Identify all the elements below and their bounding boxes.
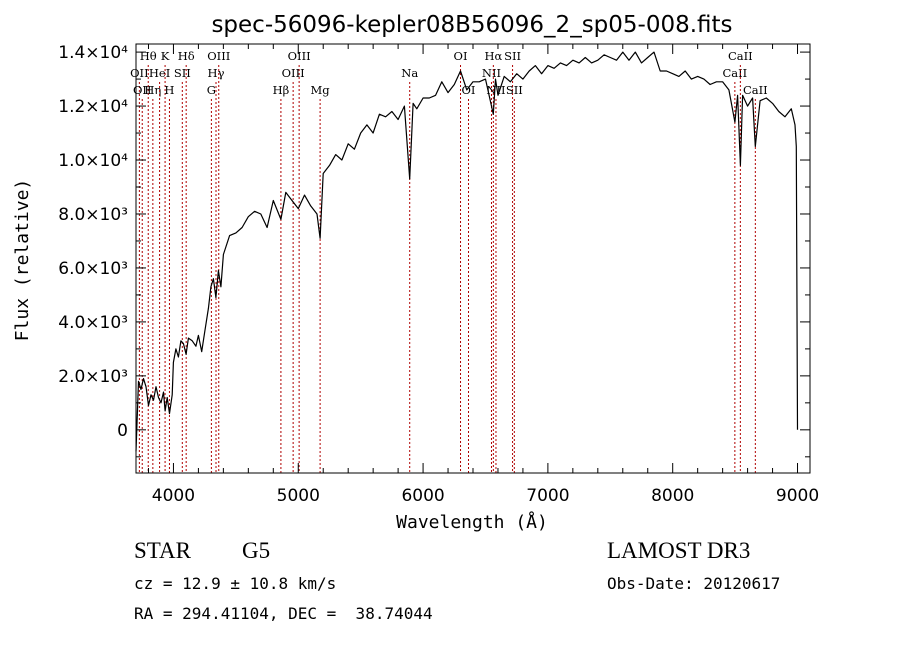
line-marker-label: Hθ — [140, 49, 157, 63]
y-axis-label: Flux (relative) — [12, 179, 33, 342]
object-subclass: G5 — [242, 538, 271, 563]
line-marker-label: Hα — [484, 49, 502, 63]
y-tick-label: 2.0×10³ — [58, 367, 128, 387]
y-tick-label: 1.4×10⁴ — [58, 43, 128, 63]
line-marker-label: H — [164, 83, 174, 97]
x-tick-label: 4000 — [152, 486, 195, 506]
line-marker-label: OIII — [288, 49, 311, 63]
coordinates: RA = 294.41104, DEC = 38.74044 — [134, 604, 433, 623]
object-class: STAR — [134, 538, 191, 563]
line-marker-label: OII — [133, 83, 152, 97]
x-tick-label: 7000 — [526, 486, 569, 506]
line-marker-label: K — [161, 49, 170, 63]
line-marker-label: SII — [504, 49, 521, 63]
x-tick-label: 8000 — [651, 486, 694, 506]
line-marker-label: SII — [506, 83, 523, 97]
line-marker-label: Hδ — [178, 49, 195, 63]
obs-date: Obs-Date: 20120617 — [607, 574, 781, 593]
line-marker-label: Hβ — [273, 83, 290, 97]
line-marker-label: Hγ — [208, 66, 225, 80]
y-tick-label: 1.2×10⁴ — [58, 97, 128, 117]
x-tick-label: 6000 — [401, 486, 444, 506]
line-marker-label: CaII — [728, 49, 753, 63]
line-marker-label: NII — [482, 66, 501, 80]
x-axis-label: Wavelength (Å) — [396, 511, 548, 533]
redshift-text: cz = 12.9 ± 10.8 km/s — [134, 574, 337, 593]
line-marker-label: SII — [174, 66, 191, 80]
x-tick-label: 9000 — [776, 486, 819, 506]
y-tick-label: 4.0×10³ — [58, 313, 128, 333]
y-tick-label: 1.0×10⁴ — [58, 151, 128, 171]
line-marker-label: OI — [454, 49, 468, 63]
survey-name: LAMOST DR3 — [607, 538, 751, 563]
line-marker-label: G — [207, 83, 216, 97]
line-marker-label: OII — [130, 66, 149, 80]
y-tick-label: 6.0×10³ — [58, 259, 128, 279]
line-marker-label: Mg — [311, 83, 331, 97]
line-markers: OIIOIIHθHηHeIKHSIIHδGHγOIIIHβOIIIOIIIMgN… — [130, 49, 768, 473]
line-marker-label: OIII — [207, 49, 230, 63]
y-tick-label: 8.0×10³ — [58, 205, 128, 225]
axes: 4000 5000 6000 7000 8000 9000 0 2.0×10³ 4.0×10³ 6… — [58, 43, 819, 506]
series-layer — [135, 51, 799, 452]
plot-frame — [135, 43, 811, 474]
chart-title: spec-56096-kepler08B56096_2_sp05-008.fit… — [211, 12, 732, 38]
x-tick-label: 5000 — [277, 486, 320, 506]
spectrum-line — [135, 51, 799, 452]
line-marker-label: OI — [462, 83, 476, 97]
line-marker-label: CaII — [722, 66, 747, 80]
line-marker-label: HeI — [149, 66, 170, 80]
y-tick-label: 0 — [117, 421, 128, 441]
line-marker-label: OIII — [282, 66, 305, 80]
line-marker-label: Na — [401, 66, 418, 80]
line-marker-label: CaII — [743, 83, 768, 97]
line-marker-label: Hη — [144, 83, 161, 97]
